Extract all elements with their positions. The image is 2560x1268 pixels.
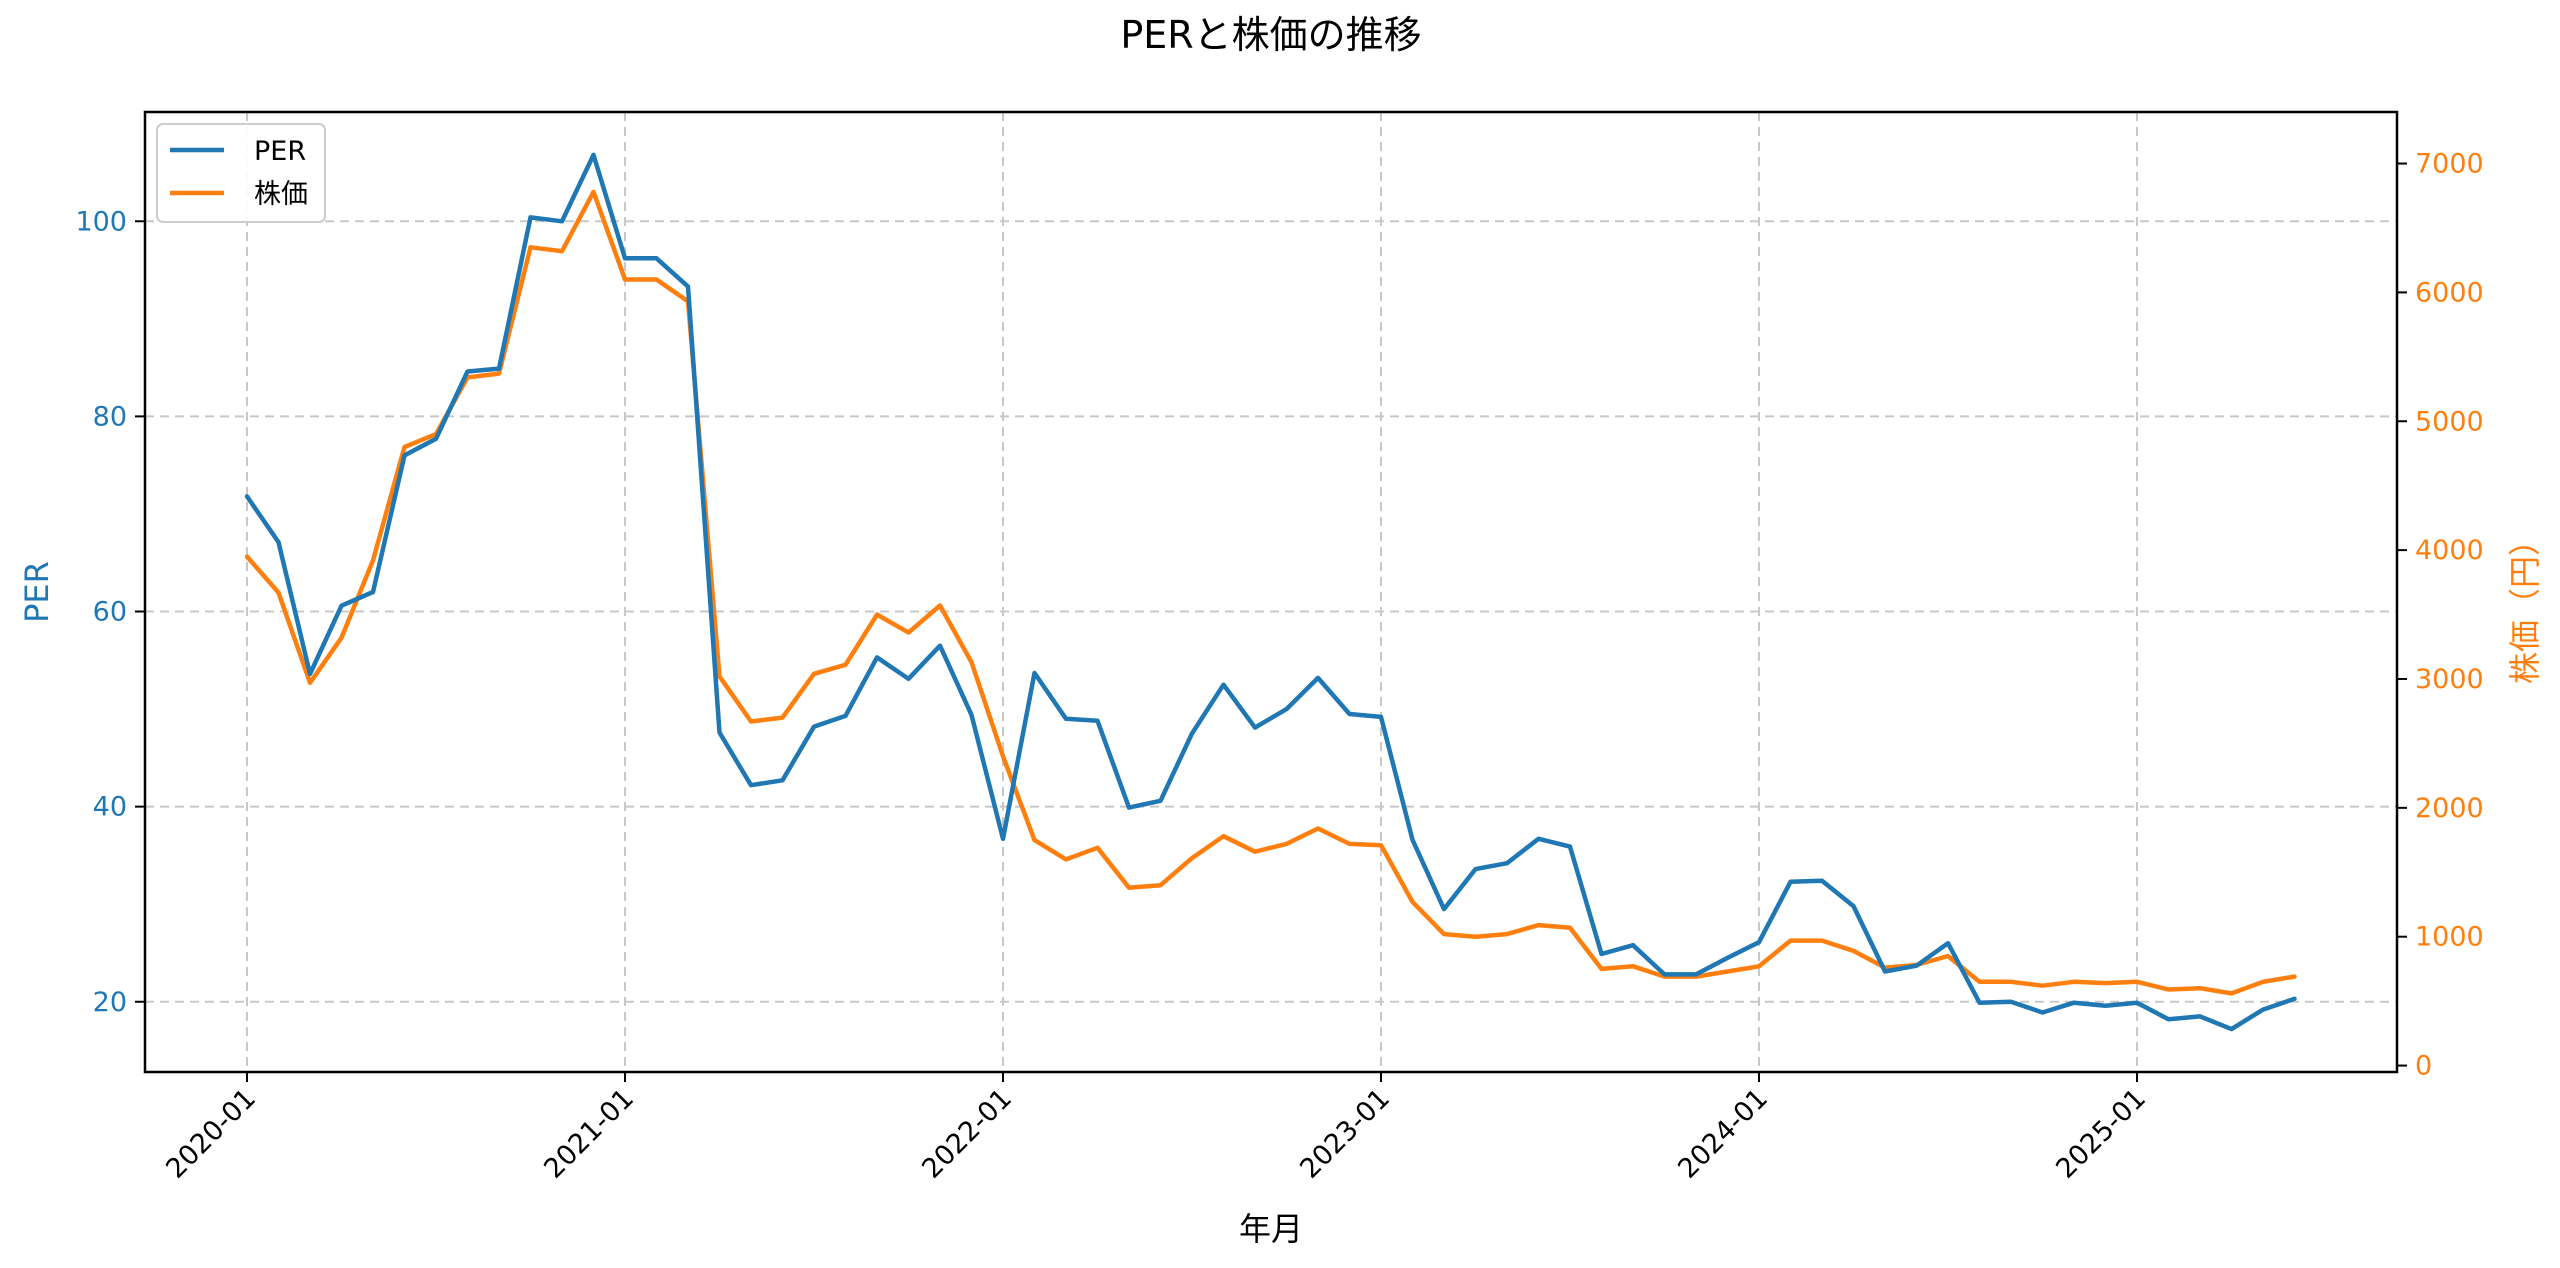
x-axis-label: 年月 (1239, 1210, 1303, 1248)
y-right-tick-label: 4000 (2415, 535, 2484, 566)
x-tick-label: 2020-01 (160, 1083, 262, 1185)
x-tick-label: 2023-01 (1294, 1083, 1396, 1185)
y-left-axis-label: PER (18, 561, 56, 623)
y-right-tick-label: 3000 (2415, 664, 2484, 695)
y-left-tick-label: 80 (93, 401, 127, 432)
x-tick-label: 2022-01 (916, 1083, 1018, 1185)
legend-label-price: 株価 (254, 179, 308, 210)
y-left-tick-label: 60 (93, 597, 127, 628)
y-right-tick-label: 7000 (2415, 149, 2484, 180)
y-right-axis-label: 株価（円） (2506, 524, 2544, 684)
x-tick-label: 2021-01 (538, 1083, 640, 1185)
legend: PER 株価 (156, 123, 326, 223)
y-left-tick-label: 100 (75, 206, 127, 237)
x-tick-label: 2024-01 (1672, 1083, 1774, 1185)
legend-label-per: PER (254, 136, 306, 167)
y-right-tick-label: 0 (2415, 1051, 2432, 1082)
y-right-tick-label: 6000 (2415, 277, 2484, 308)
plot-frame (143, 110, 2399, 1074)
grid-layer (145, 112, 2397, 1072)
chart-title: PERと株価の推移 (1120, 13, 1421, 57)
y-right-tick-label: 1000 (2415, 922, 2484, 953)
ticks-layer: 2020-01 2021-01 2022-01 2023-01 2024-01 2025-… (75, 149, 2483, 1185)
y-right-tick-label: 5000 (2415, 406, 2484, 437)
x-tick-label: 2025-01 (2050, 1083, 2152, 1185)
price-series-line (244, 189, 2297, 996)
y-left-tick-label: 20 (93, 987, 127, 1018)
y-right-tick-label: 2000 (2415, 793, 2484, 824)
per-series-line (244, 152, 2297, 1032)
lines-layer (244, 152, 2297, 1032)
y-left-tick-label: 40 (93, 792, 127, 823)
